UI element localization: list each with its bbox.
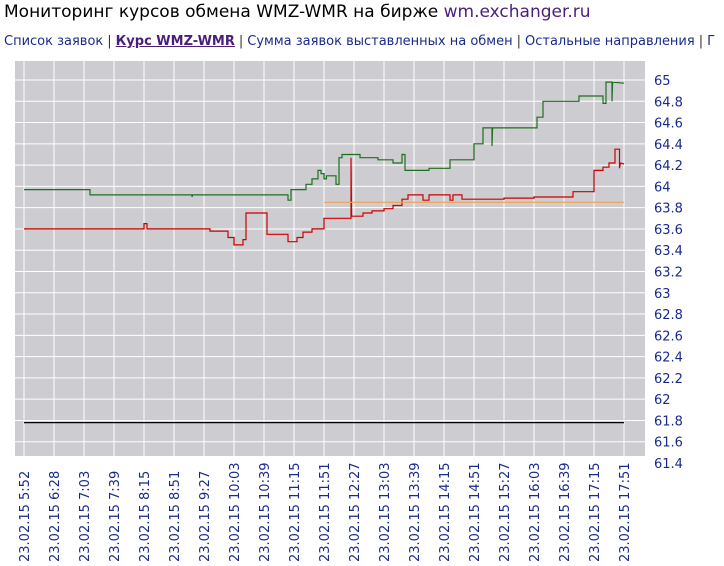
y-tick-label: 63.6 bbox=[654, 223, 683, 238]
x-tick-label: 23.02.15 14:51 bbox=[468, 463, 483, 563]
nav-link-orders[interactable]: Список заявок bbox=[4, 34, 104, 49]
y-tick-label: 61.6 bbox=[654, 436, 683, 451]
nav-separator: | bbox=[238, 34, 244, 49]
nav-bar: Список заявок | Курс WMZ-WMR | Сумма заявок … bbox=[4, 34, 715, 49]
y-tick-label: 63.8 bbox=[654, 202, 683, 217]
x-tick-label: 23.02.15 10:39 bbox=[258, 463, 273, 563]
y-tick-label: 61.8 bbox=[654, 414, 683, 429]
x-tick-label: 23.02.15 9:27 bbox=[198, 471, 213, 562]
y-tick-label: 63.2 bbox=[654, 266, 683, 281]
series-green-line bbox=[24, 81, 625, 201]
x-tick-label: 23.02.15 7:39 bbox=[108, 471, 123, 562]
x-tick-label: 23.02.15 15:27 bbox=[498, 463, 513, 563]
x-tick-label: 23.02.15 6:28 bbox=[48, 471, 63, 562]
site-name: wm.exchanger.ru bbox=[443, 2, 591, 22]
y-tick-label: 64.8 bbox=[654, 95, 683, 110]
nav-link-rate[interactable]: Курс WMZ-WMR bbox=[115, 34, 235, 49]
y-tick-label: 65 bbox=[654, 74, 671, 89]
y-tick-label: 62.6 bbox=[654, 329, 683, 344]
nav-separator: | bbox=[698, 34, 704, 49]
x-tick-label: 23.02.15 11:15 bbox=[288, 463, 303, 563]
page-title: Мониторинг курсов обмена WMZ-WMR на бирж… bbox=[4, 2, 591, 22]
x-tick-label: 23.02.15 17:51 bbox=[618, 463, 633, 563]
plot-area bbox=[15, 61, 645, 456]
nav-link-other-directions[interactable]: Остальные направления bbox=[525, 34, 695, 49]
series-red-line bbox=[24, 148, 625, 246]
y-tick-label: 61.4 bbox=[654, 457, 683, 472]
y-tick-label: 64.2 bbox=[654, 159, 683, 174]
x-tick-label: 23.02.15 14:15 bbox=[438, 463, 453, 563]
nav-link-sums[interactable]: Сумма заявок выставленных на обмен bbox=[247, 34, 513, 49]
y-tick-label: 62.2 bbox=[654, 372, 683, 387]
x-tick-label: 23.02.15 16:03 bbox=[528, 463, 543, 563]
y-tick-label: 62.8 bbox=[654, 308, 683, 323]
nav-separator: | bbox=[107, 34, 112, 49]
x-tick-label: 23.02.15 13:03 bbox=[378, 463, 393, 563]
x-tick-label: 23.02.15 10:03 bbox=[228, 463, 243, 563]
x-tick-label: 23.02.15 11:51 bbox=[318, 463, 333, 563]
x-tick-label: 23.02.15 5:52 bbox=[18, 471, 33, 562]
y-tick-label: 63.4 bbox=[654, 244, 683, 259]
x-tick-label: 23.02.15 17:15 bbox=[588, 463, 603, 563]
x-tick-label: 23.02.15 8:51 bbox=[168, 471, 183, 562]
y-tick-label: 62.4 bbox=[654, 351, 683, 366]
y-tick-label: 63 bbox=[654, 287, 671, 302]
x-tick-label: 23.02.15 16:39 bbox=[558, 463, 573, 563]
y-tick-label: 62 bbox=[654, 393, 671, 408]
x-tick-label: 23.02.15 13:39 bbox=[408, 463, 423, 563]
y-tick-label: 64.6 bbox=[654, 117, 683, 132]
nav-link-truncated[interactable]: Г bbox=[707, 34, 716, 49]
x-tick-label: 23.02.15 12:27 bbox=[348, 463, 363, 563]
y-tick-label: 64.4 bbox=[654, 138, 683, 153]
x-tick-label: 23.02.15 8:15 bbox=[138, 471, 153, 562]
nav-separator: | bbox=[516, 34, 521, 49]
y-tick-label: 64 bbox=[654, 180, 671, 195]
page-title-text: Мониторинг курсов обмена WMZ-WMR на бирж… bbox=[4, 2, 439, 22]
x-tick-label: 23.02.15 7:03 bbox=[78, 471, 93, 562]
